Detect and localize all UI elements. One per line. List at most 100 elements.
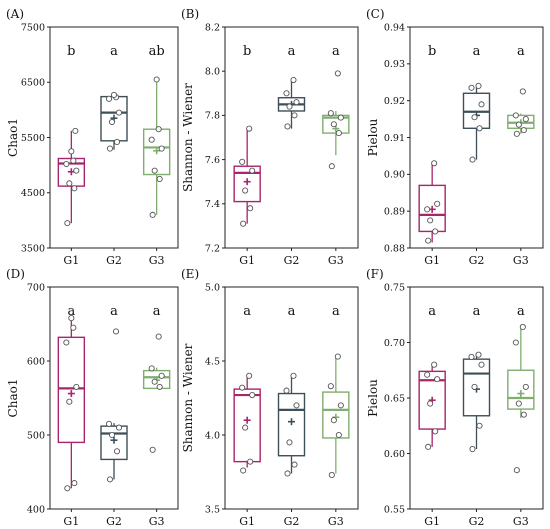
- data-point: [478, 101, 485, 108]
- box-g1: G1 a: [233, 304, 261, 528]
- data-point: [106, 145, 114, 152]
- significance-letter: a: [288, 304, 296, 319]
- box-g2: G2 a: [277, 304, 306, 528]
- y-axis-label: Pielou: [366, 118, 380, 156]
- data-point: [247, 458, 254, 465]
- y-axis-label: Pielou: [366, 379, 380, 417]
- box-g3: G3 a: [142, 304, 171, 528]
- data-point: [327, 383, 334, 390]
- y-tick-label: 0.55: [384, 504, 405, 515]
- y-tick-label: 0.91: [384, 133, 405, 144]
- data-point: [106, 476, 114, 483]
- y-tick-label: 7.8: [205, 111, 220, 122]
- y-tick-label: 700: [27, 282, 45, 293]
- data-point: [158, 372, 165, 379]
- box-g1: G1 b: [418, 44, 446, 267]
- significance-letter: a: [288, 44, 296, 59]
- data-point: [471, 383, 478, 390]
- significance-letter: b: [428, 44, 436, 59]
- data-point: [425, 443, 432, 450]
- y-tick-label: 7.4: [205, 199, 220, 210]
- box-g3: G3 a: [322, 304, 350, 528]
- panel-label: (A): [6, 7, 24, 21]
- significance-letter: a: [332, 304, 340, 319]
- y-tick-label: 5500: [21, 133, 45, 144]
- box-g3: G3 ab: [142, 44, 171, 267]
- y-tick-label: 600: [27, 356, 45, 367]
- data-point: [158, 145, 165, 152]
- data-point: [469, 446, 476, 453]
- data-point: [427, 400, 434, 407]
- significance-letter: a: [243, 304, 251, 319]
- data-point: [73, 167, 80, 174]
- x-tick-label: G3: [513, 515, 529, 528]
- data-point: [293, 99, 300, 106]
- significance-letter: a: [110, 304, 118, 319]
- data-point: [71, 480, 78, 487]
- data-point: [328, 471, 335, 479]
- significance-letter: b: [67, 44, 75, 59]
- y-tick-label: 7500: [21, 22, 45, 33]
- box-g2: G2 a: [277, 44, 306, 267]
- data-point: [476, 422, 483, 429]
- data-point: [156, 383, 163, 390]
- data-point: [512, 339, 519, 346]
- data-point: [434, 200, 441, 207]
- data-point: [63, 160, 70, 168]
- box-g2: G2 a: [100, 44, 128, 267]
- x-tick-label: G2: [469, 515, 485, 528]
- x-tick-label: G3: [328, 515, 344, 528]
- data-point: [290, 372, 297, 379]
- y-tick-label: 4.5: [205, 356, 220, 367]
- y-tick-label: 400: [27, 504, 45, 515]
- y-axis-label: Chao1: [6, 118, 20, 157]
- data-point: [519, 88, 526, 95]
- box-g3: G3 a: [507, 304, 535, 528]
- significance-letter: a: [517, 44, 525, 59]
- significance-letter: a: [473, 304, 481, 319]
- box-g1: G1 b: [233, 44, 261, 267]
- iqr-box: [57, 336, 86, 444]
- significance-letter: a: [153, 304, 161, 319]
- data-point: [291, 461, 298, 468]
- data-point: [246, 372, 253, 379]
- data-point: [425, 237, 432, 244]
- data-point: [335, 431, 342, 439]
- data-point: [113, 138, 121, 145]
- box-g2: G2 a: [462, 44, 491, 267]
- data-point: [246, 125, 253, 132]
- data-point: [513, 467, 520, 474]
- x-tick-label: G3: [513, 254, 529, 267]
- y-tick-label: 4500: [21, 188, 45, 199]
- y-tick-label: 0.65: [384, 393, 405, 404]
- y-tick-label: 0.70: [384, 338, 405, 349]
- data-point: [64, 220, 71, 227]
- panel-label: (D): [6, 267, 25, 281]
- y-tick-label: 0.60: [384, 449, 405, 460]
- data-point: [108, 431, 116, 439]
- panel-label: (C): [366, 7, 385, 21]
- data-point: [155, 333, 162, 340]
- data-point: [64, 485, 71, 492]
- y-tick-label: 0.88: [384, 243, 405, 254]
- data-point: [284, 470, 291, 477]
- data-point: [156, 175, 163, 182]
- box-g1: G1 b: [57, 44, 86, 267]
- data-point: [283, 90, 290, 97]
- data-point: [522, 116, 529, 123]
- data-point: [110, 91, 118, 99]
- data-point: [330, 121, 337, 128]
- y-tick-label: 0.94: [384, 22, 405, 33]
- data-point: [66, 180, 73, 187]
- data-point: [519, 323, 526, 331]
- data-point: [471, 114, 478, 121]
- data-point: [240, 467, 247, 474]
- data-point: [431, 160, 438, 167]
- data-point: [249, 391, 256, 399]
- data-point: [434, 376, 441, 383]
- data-point: [148, 136, 155, 143]
- data-point: [239, 158, 246, 165]
- x-tick-label: G1: [424, 254, 440, 267]
- panel-2: (B) Shannon - Wiener 7.2 7.4 7.6 7.8 8.0 8.2 G1 b…: [181, 7, 359, 267]
